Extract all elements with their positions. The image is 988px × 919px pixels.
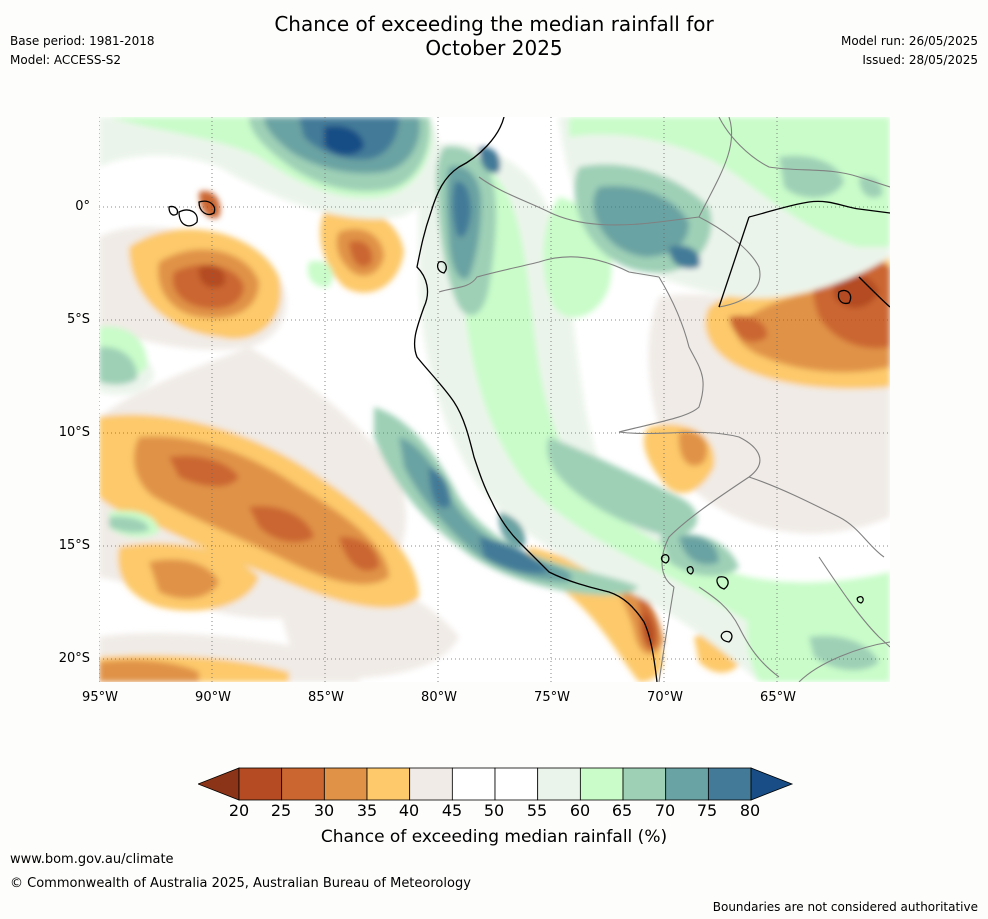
colorbar bbox=[198, 767, 794, 801]
colorbar-label: Chance of exceeding median rainfall (%) bbox=[320, 827, 668, 847]
footer-note: Boundaries are not considered authoritat… bbox=[712, 900, 978, 914]
lon-label-80w: 80°W bbox=[421, 690, 457, 705]
colorbar-tick-35: 35 bbox=[356, 801, 378, 820]
colorbar-segment-45 bbox=[451, 767, 496, 801]
footer-url: www.bom.gov.au/climate bbox=[10, 852, 174, 867]
colorbar-segment-60 bbox=[579, 767, 624, 801]
map-title-line-2: October 2025 bbox=[425, 36, 563, 60]
lat-label-10s: 10°S bbox=[58, 425, 90, 440]
colorbar-segment-50 bbox=[494, 767, 539, 801]
lon-label-95w: 95°W bbox=[82, 690, 118, 705]
colorbar-tick-60: 60 bbox=[569, 801, 591, 820]
colorbar-segment-25 bbox=[281, 767, 325, 801]
model-text: Model: ACCESS-S2 bbox=[10, 53, 122, 67]
colorbar-tick-30: 30 bbox=[313, 801, 335, 820]
lon-label-90w: 90°W bbox=[195, 690, 231, 705]
colorbar-tick-45: 45 bbox=[441, 801, 463, 820]
colorbar-tick-75: 75 bbox=[696, 801, 718, 820]
lat-label-15s: 15°S bbox=[58, 538, 90, 553]
lon-label-70w: 70°W bbox=[647, 690, 683, 705]
colorbar-segment-70 bbox=[665, 767, 709, 801]
colorbar-tick-25: 25 bbox=[270, 801, 292, 820]
colorbar-arrow-low bbox=[198, 767, 240, 801]
footer-copyright: © Commonwealth of Australia 2025, Austra… bbox=[10, 876, 471, 891]
colorbar-segment-75 bbox=[707, 767, 752, 801]
base-period-text: Base period: 1981-2018 bbox=[10, 34, 155, 48]
colorbar-tick-80: 80 bbox=[739, 801, 761, 820]
colorbar-segment-65 bbox=[622, 767, 667, 801]
colorbar-tick-65: 65 bbox=[611, 801, 633, 820]
colorbar-tick-40: 40 bbox=[398, 801, 420, 820]
colorbar-segment-20 bbox=[238, 767, 283, 801]
colorbar-tick-55: 55 bbox=[526, 801, 548, 820]
colorbar-segment-35 bbox=[366, 767, 411, 801]
lat-label-5s: 5°S bbox=[66, 312, 90, 327]
lon-label-85w: 85°W bbox=[308, 690, 344, 705]
rainfall-map-svg bbox=[99, 117, 890, 682]
lon-label-65w: 65°W bbox=[760, 690, 796, 705]
issued-text: Issued: 28/05/2025 bbox=[862, 53, 978, 67]
colorbar-tick-70: 70 bbox=[654, 801, 676, 820]
lat-label-20s: 20°S bbox=[58, 651, 90, 666]
map-title: Chance of exceeding the median rainfall … bbox=[0, 12, 988, 60]
colorbar-tick-20: 20 bbox=[228, 801, 250, 820]
colorbar-segment-40 bbox=[409, 767, 453, 801]
probability-fields bbox=[99, 117, 890, 682]
lon-label-75w: 75°W bbox=[534, 690, 570, 705]
meta-right: Model run: 26/05/2025 Issued: 28/05/2025 bbox=[841, 32, 978, 70]
colorbar-arrow-high bbox=[750, 767, 794, 801]
country-boundaries bbox=[438, 117, 890, 682]
lat-label-0: 0° bbox=[75, 199, 90, 214]
colorbar-tick-50: 50 bbox=[483, 801, 505, 820]
colorbar-segment-55 bbox=[537, 767, 581, 801]
coastline bbox=[168, 117, 890, 682]
colorbar-segment-30 bbox=[323, 767, 368, 801]
model-run-text: Model run: 26/05/2025 bbox=[840, 34, 978, 48]
meta-left: Base period: 1981-2018 Model: ACCESS-S2 bbox=[10, 32, 155, 70]
rainfall-map bbox=[99, 117, 890, 682]
map-title-line-1: Chance of exceeding the median rainfall … bbox=[274, 12, 714, 36]
